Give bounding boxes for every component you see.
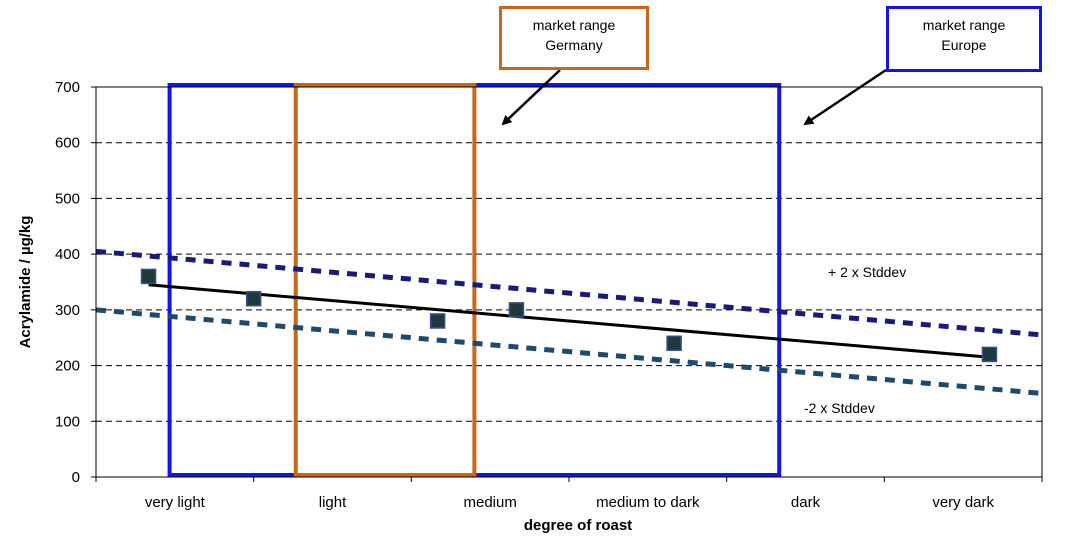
x-axis-title: degree of roast <box>524 517 632 534</box>
y-tick-label-1: 100 <box>55 413 80 430</box>
data-point-2 <box>429 313 446 329</box>
data-point-1 <box>245 290 262 307</box>
stddev-bands <box>95 248 1043 396</box>
data-point-0 <box>140 268 157 285</box>
gridlines <box>96 142 1042 422</box>
arrow-germany <box>501 69 561 126</box>
callout-europe-line1: market range <box>922 17 1006 33</box>
x-tick-label-3: medium to dark <box>596 494 700 511</box>
y-axis-title: Acrylamide / µg/kg <box>17 216 34 349</box>
y-tick-labels: 0 100 200 300 400 500 600 700 <box>55 79 80 486</box>
x-tick-label-2: medium <box>463 494 516 511</box>
axes <box>91 86 1043 482</box>
callout-europe-line2: Europe <box>941 37 987 53</box>
y-tick-label-5: 500 <box>55 190 80 207</box>
y-tick-label-3: 300 <box>55 302 80 319</box>
regression-line <box>148 283 990 359</box>
lower-band-label: -2 x Stddev <box>804 400 875 416</box>
x-tick-label-5: very dark <box>932 494 994 511</box>
upper-stddev-line <box>95 248 1043 338</box>
market-range-rect-1 <box>293 83 477 477</box>
callout-market-range-europe: market range Europe <box>886 6 1042 72</box>
data-point-5 <box>981 346 998 363</box>
y-tick-label-0: 0 <box>72 469 80 486</box>
y-tick-label-7: 700 <box>55 79 80 96</box>
lower-stddev-line <box>95 307 1043 396</box>
callout-market-range-germany: market range Germany <box>499 6 649 70</box>
y-tick-label-2: 200 <box>55 358 80 375</box>
regression <box>148 283 990 359</box>
upper-band-label: + 2 x Stddev <box>828 264 906 280</box>
data-point-3 <box>508 302 525 318</box>
callout-germany-line2: Germany <box>545 37 603 53</box>
callout-germany-line1: market range <box>532 17 616 33</box>
x-tick-label-4: dark <box>791 494 821 511</box>
y-tick-label-4: 400 <box>55 246 80 263</box>
y-tick-label-6: 600 <box>55 135 80 152</box>
x-tick-labels: very light light medium medium to dark dark v… <box>145 494 995 511</box>
market-ranges <box>167 83 782 477</box>
data-points <box>140 268 998 363</box>
data-point-4 <box>666 335 682 352</box>
x-tick-label-1: light <box>319 494 347 511</box>
arrow-europe <box>803 68 887 126</box>
x-tick-label-0: very light <box>145 494 206 511</box>
callout-arrows <box>501 68 887 126</box>
